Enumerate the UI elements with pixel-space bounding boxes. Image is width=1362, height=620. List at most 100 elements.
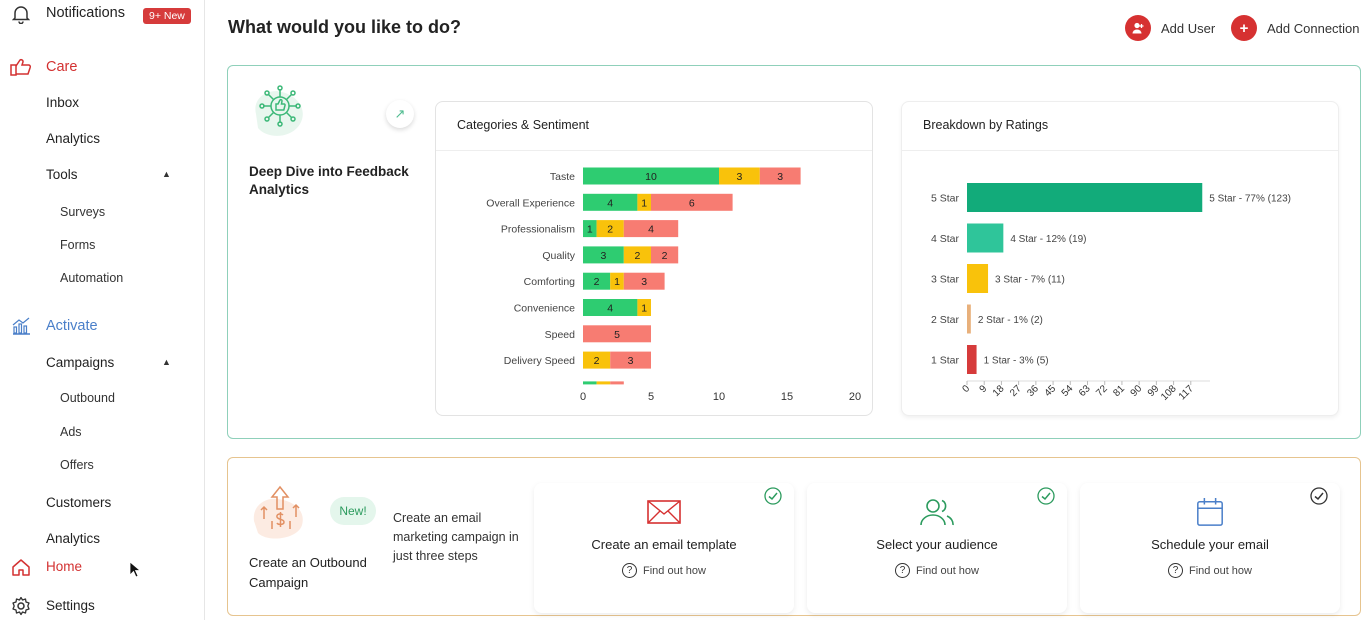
sidebar-inbox-label: Inbox	[46, 95, 80, 110]
plus-icon: +	[1231, 15, 1257, 41]
sidebar-customers-label: Customers	[46, 495, 112, 510]
bar-segment	[583, 381, 597, 385]
open-arrow-icon[interactable]: ↗	[386, 100, 414, 128]
sidebar-item-activate[interactable]: Activate	[0, 315, 204, 337]
x-tick-label: 18	[991, 383, 1007, 399]
sidebar-item-analytics[interactable]: Analytics	[0, 130, 204, 148]
bar-value-label: 6	[689, 197, 695, 209]
sidebar-item-home[interactable]: Home	[0, 556, 204, 578]
bar-segment	[610, 381, 624, 385]
sidebar-analytics-2-label: Analytics	[46, 531, 101, 546]
x-tick-label: 45	[1043, 383, 1059, 399]
sidebar-item-customers[interactable]: Customers	[0, 494, 204, 512]
bar-segment	[623, 220, 679, 238]
sidebar-item-outbound[interactable]: Outbound	[0, 390, 204, 408]
bar-segment	[583, 351, 611, 369]
bar-segment	[637, 299, 651, 316]
gear-icon	[10, 595, 32, 617]
sidebar-item-inbox[interactable]: Inbox	[0, 94, 204, 112]
sidebar-item-analytics-2[interactable]: Analytics	[0, 530, 204, 548]
sidebar-item-forms[interactable]: Forms	[0, 237, 204, 255]
x-tick-label: 9	[978, 383, 990, 395]
bar-segment	[583, 272, 611, 290]
sidebar-forms-label: Forms	[60, 238, 96, 252]
category-label: Comforting	[524, 276, 576, 288]
step-select-audience[interactable]: Select your audience ? Find out how	[807, 483, 1067, 613]
campaign-growth-icon	[250, 483, 310, 543]
sidebar-item-surveys[interactable]: Surveys	[0, 204, 204, 222]
chevron-up-icon[interactable]: ▲	[162, 357, 171, 367]
users-icon	[919, 497, 955, 529]
x-tick-label: 81	[1111, 383, 1127, 399]
rating-bar	[967, 345, 977, 374]
sidebar-item-notifications[interactable]: Notifications 9+ New	[0, 3, 204, 25]
bar-segment	[583, 246, 624, 264]
x-tick-label: 27	[1008, 383, 1024, 399]
rating-bar	[967, 264, 989, 293]
bar-value-label: 1	[587, 224, 593, 236]
sidebar-activate-label: Activate	[46, 318, 98, 334]
add-user-button[interactable]: Add User	[1125, 15, 1215, 41]
bar-segment	[759, 167, 801, 185]
outbound-campaign-card[interactable]: New! Create an Outbound Campaign Create …	[227, 457, 1361, 616]
find-out-how-link[interactable]: ? Find out how	[807, 563, 1067, 578]
categories-sentiment-chart: Categories & Sentiment Taste 10 3 3 Overall …	[435, 101, 873, 416]
bar-value-label: 2	[634, 250, 640, 262]
x-tick-label: 0	[580, 391, 586, 403]
check-circle-icon	[764, 487, 782, 505]
x-tick-label: 36	[1025, 383, 1041, 399]
category-label: Taste	[550, 171, 575, 183]
ratings-breakdown-chart: Breakdown by Ratings 5 Star 5 Star - 77% …	[901, 101, 1339, 416]
sidebar-ads-label: Ads	[60, 425, 82, 439]
bar-value-label: 3	[777, 171, 783, 183]
rating-value-label: 4 Star - 12% (19)	[1010, 234, 1086, 245]
sidebar-care-label: Care	[46, 59, 78, 75]
rating-bar	[967, 304, 971, 334]
step-create-template[interactable]: Create an email template ? Find out how	[534, 483, 794, 613]
sidebar-campaigns-label: Campaigns	[46, 355, 115, 370]
sidebar-item-tools[interactable]: Tools ▲	[0, 166, 204, 184]
feedback-analytics-card[interactable]: ↗ Deep Dive into Feedback Analytics Cate…	[227, 65, 1361, 439]
help-icon: ?	[895, 563, 910, 578]
bar-value-label: 2	[662, 250, 668, 262]
bar-value-label: 10	[645, 171, 657, 183]
sidebar-item-offers[interactable]: Offers	[0, 457, 204, 475]
sidebar: Notifications 9+ New Care Inbox Analytic…	[0, 0, 205, 620]
sidebar-item-automation[interactable]: Automation	[0, 270, 204, 288]
find-out-how-link[interactable]: ? Find out how	[534, 563, 794, 578]
sidebar-item-settings[interactable]: Settings	[0, 595, 204, 617]
add-connection-label: Add Connection	[1267, 20, 1360, 36]
sidebar-item-care[interactable]: Care	[0, 56, 204, 78]
rating-label: 2 Star	[931, 314, 960, 326]
find-out-how-link[interactable]: ? Find out how	[1080, 563, 1340, 578]
bar-segment	[583, 299, 638, 316]
x-tick-label: 117	[1177, 383, 1196, 402]
sidebar-item-campaigns[interactable]: Campaigns ▲	[0, 354, 204, 372]
find-out-how-label: Find out how	[916, 564, 979, 577]
bar-value-label: 3	[628, 355, 634, 367]
bar-value-label: 1	[641, 197, 647, 209]
step-schedule-email[interactable]: Schedule your email ? Find out how	[1080, 483, 1340, 613]
ratings-chart-svg: 5 Star 5 Star - 77% (123) 4 Star 4 Star - 1…	[931, 183, 1291, 403]
bar-segment	[583, 325, 651, 343]
home-icon	[10, 556, 32, 578]
bar-segment	[583, 193, 638, 211]
envelope-icon	[646, 497, 682, 529]
bar-segment	[651, 193, 733, 211]
bar-segment	[719, 167, 760, 185]
rating-value-label: 1 Star - 3% (5)	[984, 356, 1049, 367]
bar-chart-icon	[10, 315, 32, 337]
bar-segment	[610, 272, 624, 290]
bar-value-label: 1	[641, 303, 647, 315]
add-connection-button[interactable]: + Add Connection	[1231, 15, 1360, 41]
bar-segment	[596, 220, 624, 238]
find-out-how-label: Find out how	[1189, 564, 1252, 577]
bar-segment	[651, 246, 679, 264]
category-label: Delivery Speed	[504, 355, 575, 367]
sidebar-offers-label: Offers	[60, 458, 94, 472]
chevron-up-icon[interactable]: ▲	[162, 169, 171, 179]
bar-value-label: 1	[614, 276, 620, 288]
sidebar-item-ads[interactable]: Ads	[0, 424, 204, 442]
bar-value-label: 4	[607, 197, 613, 209]
